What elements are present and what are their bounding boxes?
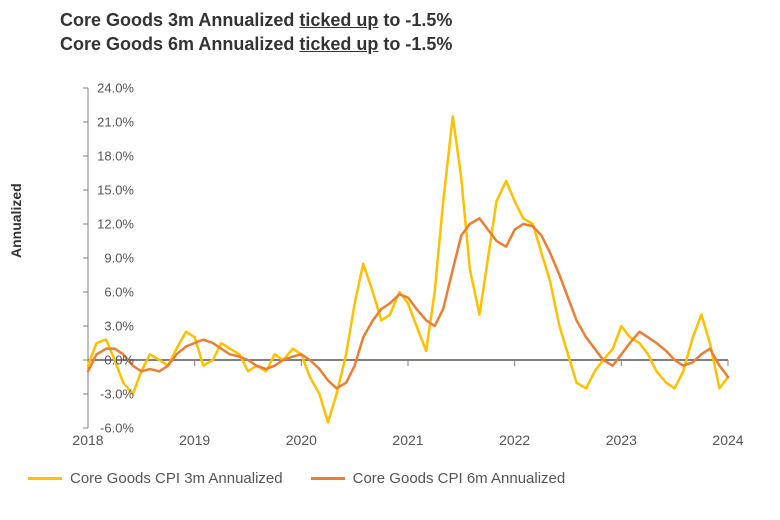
y-tick-label: 9.0% (74, 251, 134, 266)
y-axis-label: Annualized (8, 183, 24, 258)
title-1-pre: Core Goods 3m Annualized (60, 10, 299, 30)
plot-area (88, 88, 728, 428)
x-tick-label: 2019 (179, 432, 210, 448)
x-tick-label: 2018 (72, 432, 103, 448)
legend-item-1: Core Goods CPI 6m Annualized (311, 470, 566, 487)
legend-label-1: Core Goods CPI 6m Annualized (353, 470, 566, 487)
legend-item-0: Core Goods CPI 3m Annualized (28, 470, 283, 487)
y-tick-label: 21.0% (74, 115, 134, 130)
chart-svg (88, 88, 728, 428)
y-tick-label: 0.0% (74, 353, 134, 368)
title-2-post: to -1.5% (378, 34, 452, 54)
legend: Core Goods CPI 3m Annualized Core Goods … (28, 470, 565, 487)
y-tick-label: 24.0% (74, 81, 134, 96)
legend-label-0: Core Goods CPI 3m Annualized (70, 470, 283, 487)
x-tick-label: 2020 (286, 432, 317, 448)
x-tick-label: 2023 (606, 432, 637, 448)
title-1-post: to -1.5% (378, 10, 452, 30)
title-line-1: Core Goods 3m Annualized ticked up to -1… (60, 8, 452, 32)
title-1-underline: ticked up (299, 10, 378, 30)
title-2-pre: Core Goods 6m Annualized (60, 34, 299, 54)
legend-swatch-0 (28, 477, 62, 480)
y-tick-label: -3.0% (74, 387, 134, 402)
x-tick-label: 2021 (392, 432, 423, 448)
title-2-underline: ticked up (299, 34, 378, 54)
chart-title: Core Goods 3m Annualized ticked up to -1… (60, 8, 452, 57)
x-tick-label: 2022 (499, 432, 530, 448)
y-tick-label: 12.0% (74, 217, 134, 232)
legend-swatch-1 (311, 477, 345, 480)
y-tick-label: 3.0% (74, 319, 134, 334)
x-tick-label: 2024 (712, 432, 743, 448)
title-line-2: Core Goods 6m Annualized ticked up to -1… (60, 32, 452, 56)
y-tick-label: 18.0% (74, 149, 134, 164)
y-tick-label: 6.0% (74, 285, 134, 300)
y-tick-label: 15.0% (74, 183, 134, 198)
